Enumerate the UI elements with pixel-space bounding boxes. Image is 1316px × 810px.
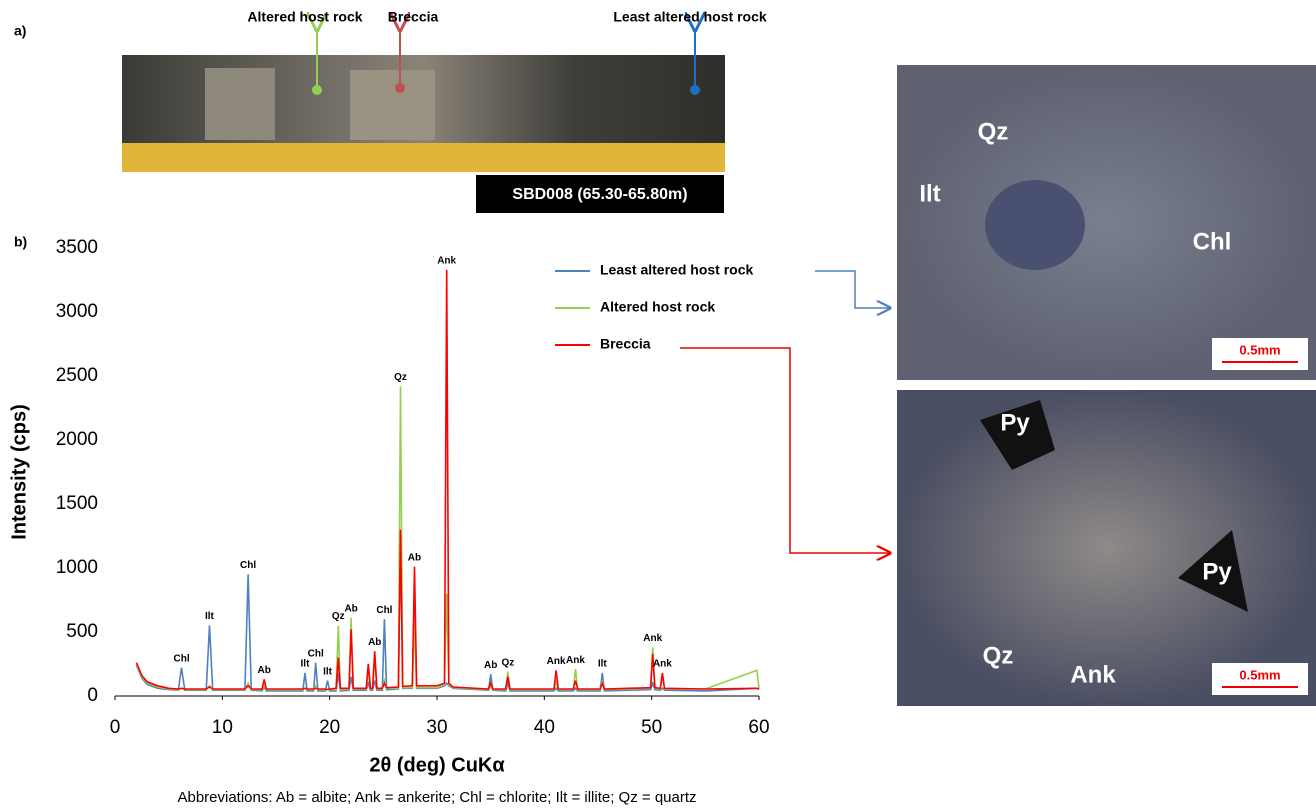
peak-label: Qz <box>332 611 345 622</box>
x-tick-label: 50 <box>641 717 662 738</box>
rock-block <box>205 68 275 140</box>
peak-label: Ilt <box>598 659 608 670</box>
mineral-label: Ank <box>1070 661 1116 688</box>
grain <box>985 180 1085 270</box>
y-axis-label: Intensity (cps) <box>8 404 30 540</box>
peak-label: Chl <box>173 653 189 664</box>
peak-label: Ilt <box>301 659 311 670</box>
x-tick-label: 10 <box>212 717 233 738</box>
connector <box>815 271 890 308</box>
peak-label: Ank <box>547 656 566 667</box>
peak-label: Ank <box>437 255 456 266</box>
micrograph <box>897 390 1316 706</box>
dot <box>395 83 405 93</box>
legend-label: Altered host rock <box>600 299 715 315</box>
y-tick-label: 1000 <box>56 557 98 578</box>
dot <box>312 85 322 95</box>
peak-label: Chl <box>376 605 392 616</box>
y-tick-label: 1500 <box>56 493 98 514</box>
x-tick-label: 20 <box>319 717 340 738</box>
peak-label: Ab <box>344 604 357 615</box>
mineral-label: Py <box>1202 558 1232 585</box>
peak-label: Ab <box>484 660 497 671</box>
y-tick-label: 0 <box>87 685 98 706</box>
footnote: Abbreviations: Ab = albite; Ank = ankeri… <box>177 789 696 806</box>
scale-label: 0.5mm <box>1239 342 1280 357</box>
micrograph <box>897 65 1316 380</box>
y-tick-label: 3000 <box>56 301 98 322</box>
y-tick-label: 2500 <box>56 365 98 386</box>
ruler <box>122 143 725 172</box>
x-tick-label: 0 <box>110 717 121 738</box>
y-tick-label: 2000 <box>56 429 98 450</box>
core-label: Least altered host rock <box>613 9 766 25</box>
peak-label: Ank <box>566 655 585 666</box>
legend-label: Breccia <box>600 336 651 352</box>
connector <box>680 348 890 553</box>
peak-label: Chl <box>308 648 324 659</box>
rock-block <box>350 70 435 140</box>
peak-label: Ab <box>368 637 381 648</box>
mineral-label: Chl <box>1193 228 1232 255</box>
mineral-label: Ilt <box>919 180 940 207</box>
peak-label: Ank <box>643 633 662 644</box>
dot <box>690 85 700 95</box>
y-tick-label: 500 <box>66 621 98 642</box>
legend-label: Least altered host rock <box>600 262 753 278</box>
x-axis-label: 2θ (deg) CuKα <box>369 754 505 776</box>
peak-label: Ab <box>258 665 271 676</box>
core-label: Breccia <box>388 9 439 25</box>
core-label: Altered host rock <box>247 9 362 25</box>
scale-label: 0.5mm <box>1239 667 1280 682</box>
series-line <box>137 270 760 690</box>
peak-label: Qz <box>394 372 407 383</box>
mineral-label: Qz <box>983 642 1014 669</box>
peak-label: Qz <box>501 657 514 668</box>
peak-label: Ilt <box>205 611 215 622</box>
sample-id: SBD008 (65.30-65.80m) <box>512 186 687 203</box>
x-tick-label: 40 <box>534 717 555 738</box>
figure: a) b) Altered host rock Breccia Least al… <box>0 0 1316 810</box>
x-tick-label: 60 <box>748 717 769 738</box>
x-tick-label: 30 <box>426 717 447 738</box>
peak-label: Chl <box>240 560 256 571</box>
peak-label: Ab <box>408 552 421 563</box>
peak-label: Ank <box>653 659 672 670</box>
y-tick-label: 3500 <box>56 237 98 258</box>
panel-label: a) <box>14 23 26 39</box>
mineral-label: Py <box>1000 409 1030 436</box>
peak-label: Ilt <box>323 666 333 677</box>
panel-label: b) <box>14 234 27 250</box>
mineral-label: Qz <box>978 118 1009 145</box>
